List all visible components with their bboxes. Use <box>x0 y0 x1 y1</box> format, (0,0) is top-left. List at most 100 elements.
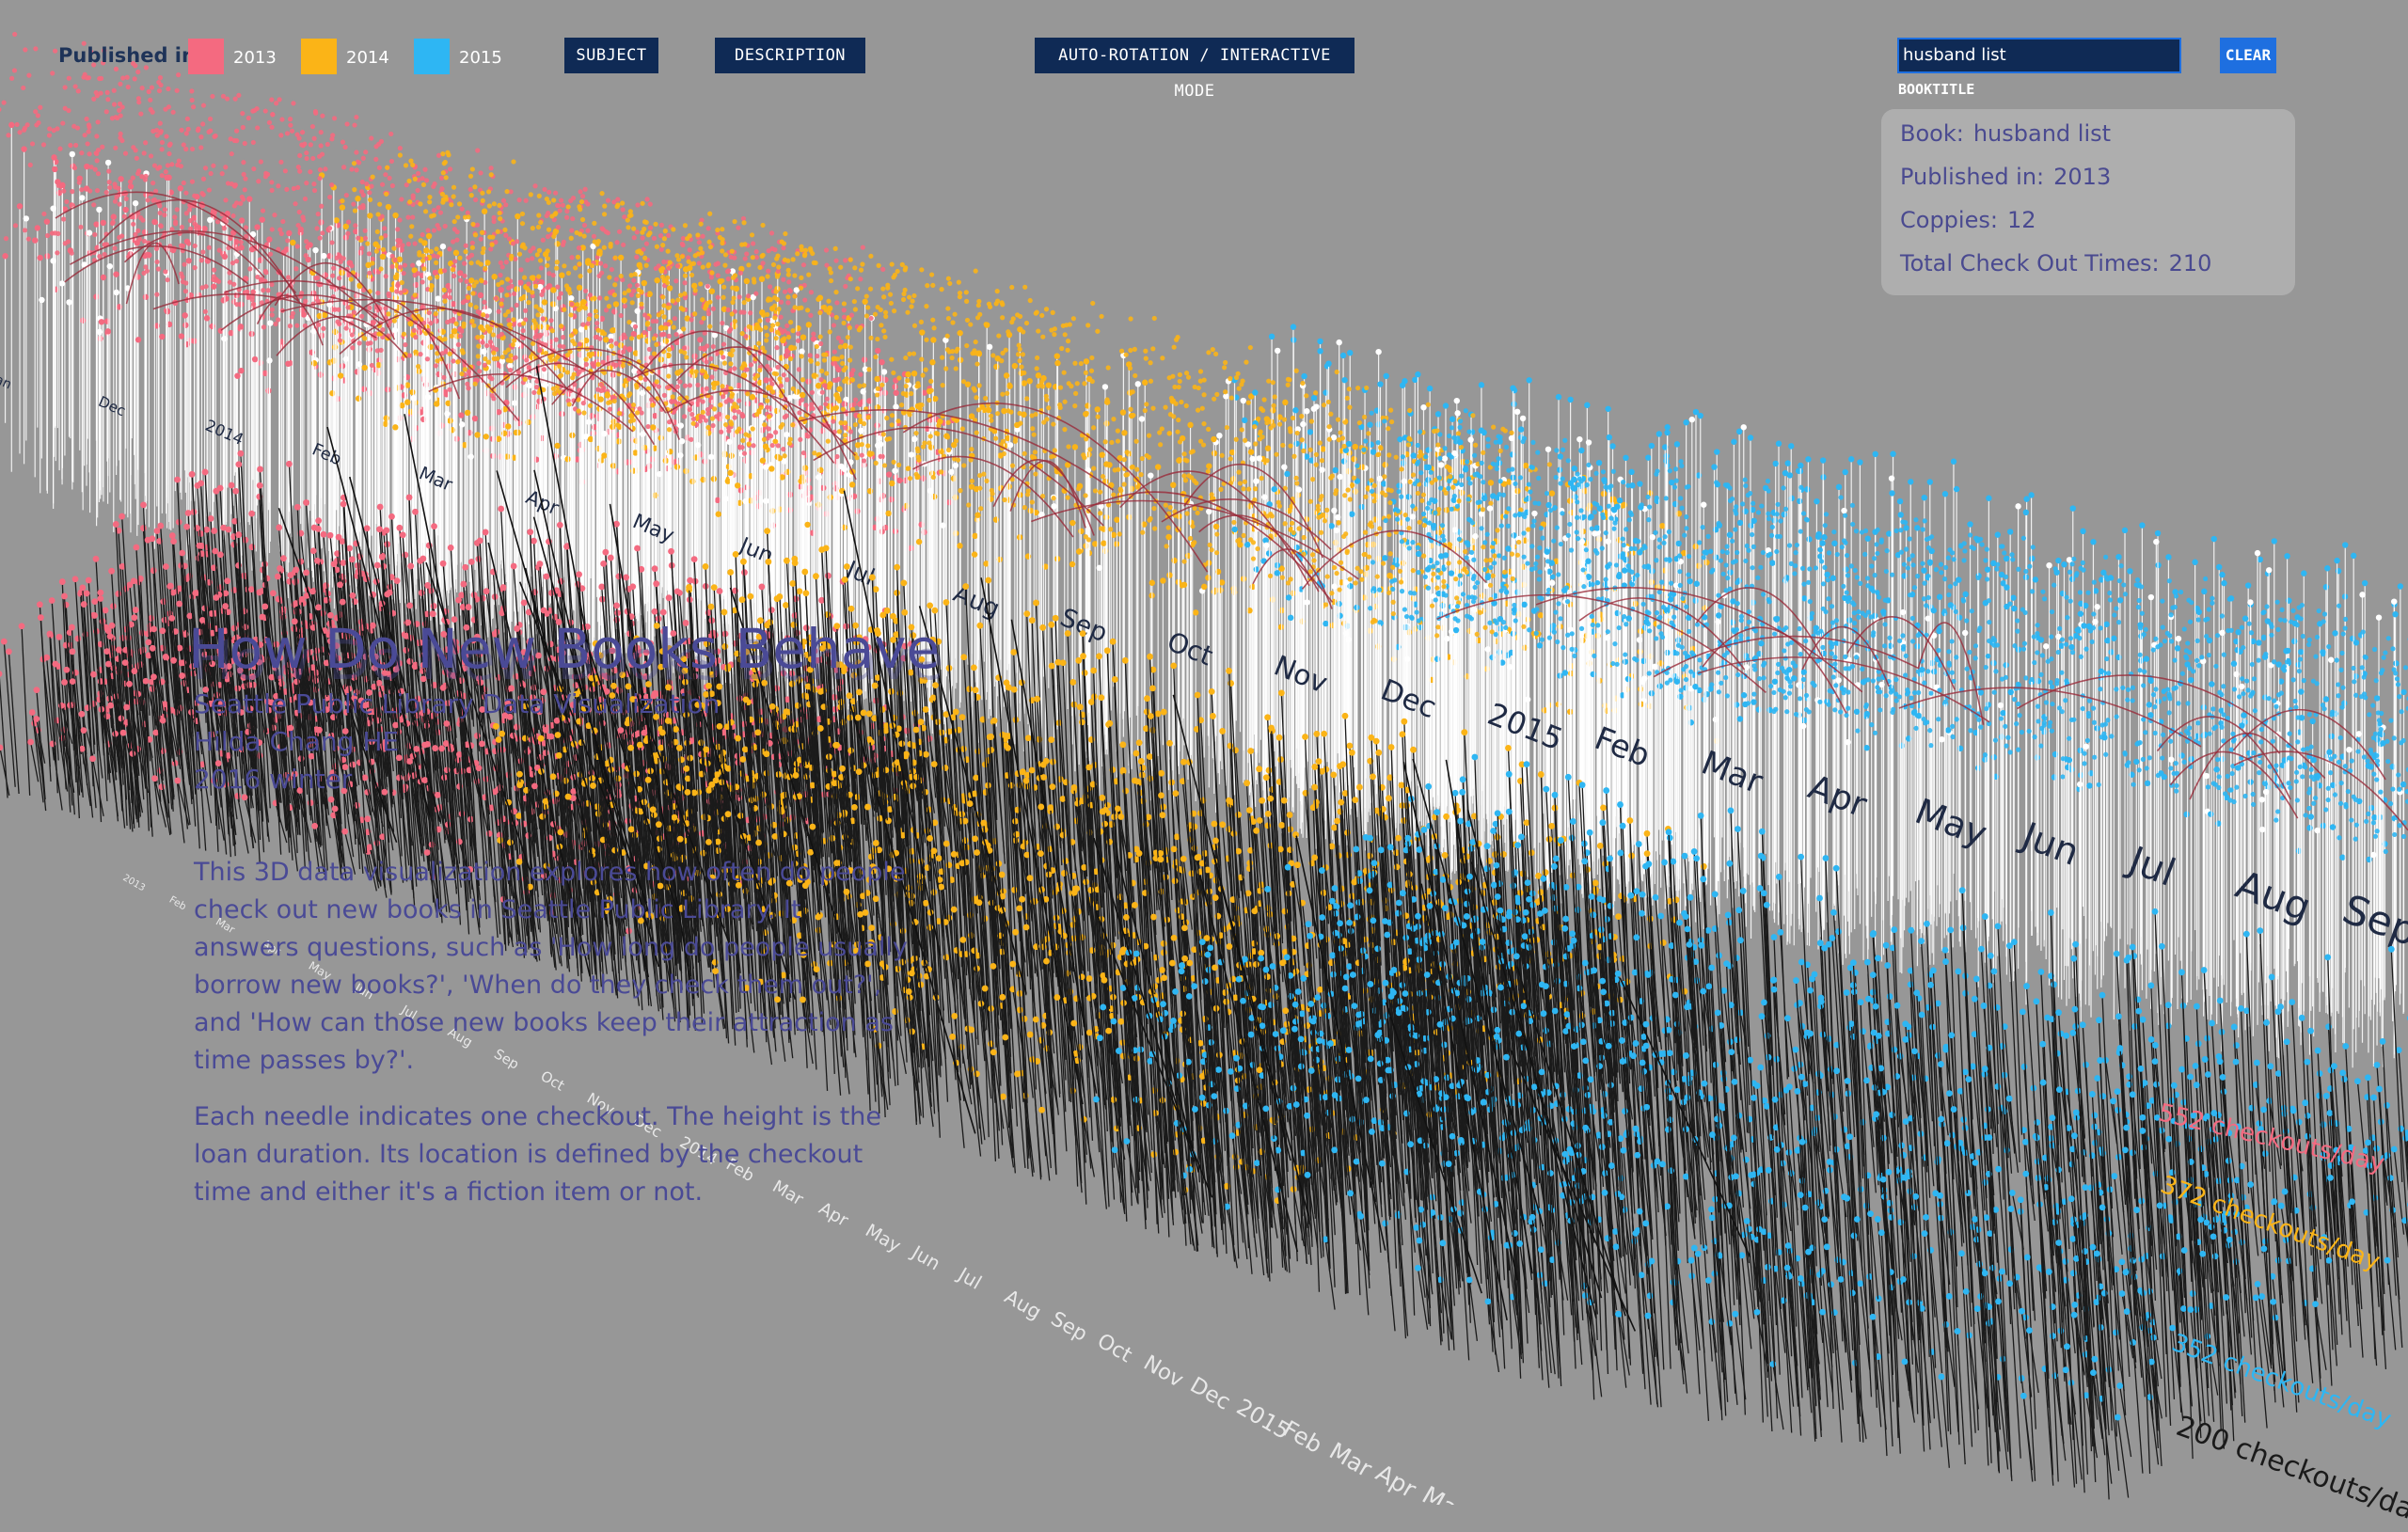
needle-dot <box>179 333 184 339</box>
needle-dot <box>1626 615 1632 621</box>
needle-dot <box>1411 452 1417 458</box>
needle-dot <box>1821 534 1827 540</box>
needle-dot <box>2398 583 2403 589</box>
needle-dot <box>1148 472 1153 478</box>
needle-dot <box>1425 447 1431 452</box>
needle-dot <box>252 356 258 362</box>
needle-dot <box>709 288 715 293</box>
needle-dot <box>2133 759 2139 765</box>
needle-dot <box>1454 410 1460 416</box>
needle-dot <box>1346 441 1352 447</box>
needle-dot <box>1545 502 1551 508</box>
needle-dot <box>1669 480 1674 485</box>
needle-dot <box>234 372 240 378</box>
needle-dot <box>1523 463 1529 468</box>
needle-dot <box>1426 465 1432 470</box>
needle-dot <box>1241 398 1246 403</box>
needle-dot <box>1004 372 1009 378</box>
needle-dot <box>697 337 703 342</box>
needle-dot <box>1692 684 1698 689</box>
needle-dot <box>332 329 338 335</box>
needle-dot <box>972 551 977 557</box>
needle-dot <box>2255 550 2260 556</box>
needle-dot <box>1937 594 1942 600</box>
needle-dot <box>1948 602 1954 608</box>
needle-dot <box>2004 662 2009 668</box>
needle-dot <box>2208 811 2213 816</box>
needle-dot <box>1121 430 1127 435</box>
needle-dot <box>517 279 523 285</box>
needle-dot <box>2090 539 2096 545</box>
needle-dot <box>812 372 817 378</box>
needle-dot <box>957 543 962 548</box>
needle-dot <box>2342 542 2348 547</box>
needle-dot <box>902 478 908 483</box>
needle-dot <box>1293 545 1299 550</box>
needle-dot <box>886 471 892 477</box>
needle-dot <box>1139 416 1145 421</box>
needle-dot <box>70 151 75 157</box>
needle-dot <box>50 205 55 211</box>
needle-dot <box>1160 577 1165 583</box>
needle-dot <box>2263 789 2269 795</box>
needle-dot <box>1736 429 1742 434</box>
needle-dot <box>564 456 570 462</box>
needle-dot <box>2306 825 2312 830</box>
needle-dot <box>1165 534 1171 540</box>
needle-dot <box>123 207 129 213</box>
needle-dot <box>2326 750 2332 755</box>
needle-dot <box>580 299 586 305</box>
needle-dot <box>1694 581 1700 587</box>
needle-dot <box>1592 530 1597 536</box>
needle-dot <box>1731 439 1736 445</box>
needle-dot <box>642 280 647 286</box>
needle-dot <box>1640 658 1646 664</box>
needle-dot <box>577 285 582 291</box>
needle-dot <box>1781 512 1786 517</box>
needle-dot <box>1211 436 1216 442</box>
needle-dot <box>1713 527 1719 532</box>
needle-dot <box>1693 409 1699 415</box>
needle-dot <box>1248 449 1254 454</box>
needle-dot <box>2266 567 2272 573</box>
needle-dot <box>426 233 432 239</box>
needle-dot <box>101 220 106 226</box>
needle-dot <box>1711 464 1717 469</box>
needle-dot <box>114 290 119 295</box>
needle-dot <box>1400 383 1405 388</box>
needle-dot <box>1741 424 1747 430</box>
needle-dot <box>1323 389 1328 395</box>
needle-dot <box>2211 536 2217 542</box>
needle-dot <box>499 287 504 292</box>
needle-dot <box>1293 441 1299 447</box>
needle-dot <box>1798 463 1803 468</box>
needle-dot <box>1520 416 1526 421</box>
needle-dot <box>1095 406 1101 412</box>
needle-dot <box>1716 612 1721 618</box>
needle-dot <box>397 257 403 262</box>
needle-dot <box>1270 407 1275 413</box>
needle-dot <box>728 452 734 458</box>
needle-dot <box>514 286 519 292</box>
needle-dot <box>618 255 624 261</box>
needle-dot <box>392 327 398 333</box>
needle-dot <box>59 280 65 286</box>
needle-dot <box>246 196 252 201</box>
needle-dot <box>2370 852 2376 858</box>
needle-dot <box>2209 681 2214 687</box>
needle-dot <box>260 216 265 222</box>
needle-dot <box>2353 640 2359 645</box>
needle-dot <box>2165 554 2171 560</box>
needle-dot <box>380 254 386 260</box>
needle-dot <box>1363 565 1369 571</box>
needle-dot <box>1405 494 1411 499</box>
needle-dot <box>654 277 659 283</box>
needle-dot <box>1054 353 1060 358</box>
needle-dot <box>817 467 823 473</box>
needle-dot <box>1785 460 1791 466</box>
needle-dot <box>428 344 434 350</box>
needle-dot <box>1537 642 1543 648</box>
needle-dot <box>882 377 888 383</box>
needle-dot <box>2351 553 2356 559</box>
needle-dot <box>311 360 317 366</box>
